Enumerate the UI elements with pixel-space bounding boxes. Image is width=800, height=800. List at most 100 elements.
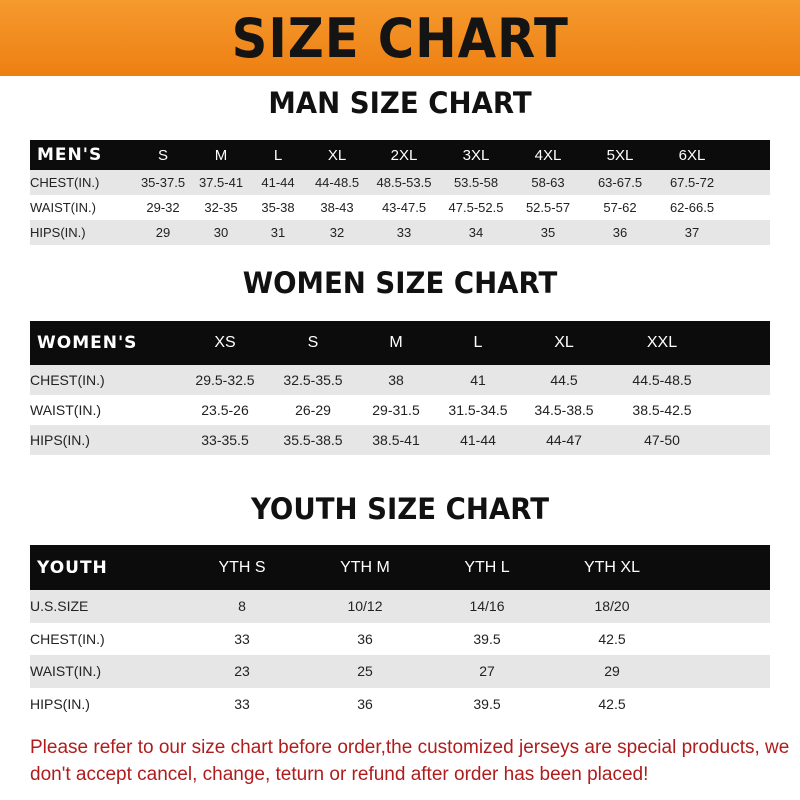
banner-title: SIZE CHART (231, 6, 569, 70)
men-section-title: MAN SIZE CHART (268, 86, 532, 120)
size-header: XL (327, 146, 347, 164)
measurement-cell: 44-48.5 (314, 175, 360, 190)
row-label-cell: HIPS(IN.) (30, 432, 180, 448)
row-label-cell: CHEST(IN.) (30, 175, 134, 190)
size-header: 6XL (678, 146, 706, 164)
row-label: U.S.SIZE (30, 598, 89, 615)
measurement-cell: 31 (270, 225, 286, 240)
measurement-cell: 25 (357, 663, 373, 680)
table-row: WAIST(IN.) 23 25 27 29 (30, 655, 770, 688)
measurement-cell: 63-67.5 (597, 175, 643, 190)
measurement-cell: 23 (234, 663, 250, 680)
measurement-cell: 42.5 (598, 630, 626, 647)
youth-section-title: YOUTH SIZE CHART (250, 492, 550, 526)
row-label: HIPS(IN.) (30, 432, 90, 448)
size-header: YTH S (218, 558, 266, 576)
size-header: L (273, 146, 283, 164)
row-label: CHEST(IN.) (30, 175, 100, 190)
row-label: CHEST(IN.) (30, 372, 105, 388)
header-label: YOUTH (37, 557, 108, 578)
table-row: U.S.SIZE 8 10/12 14/16 18/20 (30, 590, 770, 623)
measurement-cell: 47.5-52.5 (448, 200, 504, 215)
size-header: 4XL (534, 146, 562, 164)
measurement-cell: 44.5-48.5 (632, 372, 692, 388)
measurement-cell: 57-62 (603, 200, 637, 215)
measurement-cell: 44-47 (546, 432, 582, 448)
row-label: WAIST(IN.) (30, 200, 96, 215)
measurement-cell: 31.5-34.5 (448, 402, 508, 418)
size-header: S (157, 146, 168, 164)
order-notice: Please refer to our size chart before or… (30, 737, 790, 785)
measurement-cell: 62-66.5 (669, 200, 715, 215)
measurement-cell: 53.5-58 (453, 175, 499, 190)
row-label-cell: CHEST(IN.) (30, 372, 180, 388)
measurement-cell: 35-38 (261, 200, 295, 215)
size-header: XS (214, 334, 236, 351)
size-header: XL (554, 334, 574, 351)
measurement-cell: 37.5-41 (198, 175, 244, 190)
table-row: WAIST(IN.) 23.5-26 26-29 29-31.5 31.5-34.5 34… (30, 395, 770, 425)
measurement-cell: 33 (234, 695, 250, 712)
table-row: CHEST(IN.) 33 36 39.5 42.5 (30, 622, 770, 655)
size-header: XXL (646, 334, 678, 351)
measurement-cell: 38.5-42.5 (632, 402, 692, 418)
row-label-cell: WAIST(IN.) (30, 402, 180, 418)
measurement-cell: 41 (470, 372, 486, 388)
measurement-cell: 29.5-32.5 (195, 372, 255, 388)
size-chart-banner: SIZE CHART (0, 0, 800, 76)
measurement-cell: 35 (540, 225, 556, 240)
table-header-row: MEN'S S M L XL 2XL 3XL 4XL 5XL 6XL (30, 140, 770, 170)
row-label-cell: CHEST(IN.) (30, 631, 180, 647)
measurement-cell: 30 (213, 225, 229, 240)
measurement-cell: 33 (234, 630, 250, 647)
measurement-cell: 36 (357, 695, 373, 712)
measurement-cell: 32.5-35.5 (283, 372, 343, 388)
measurement-cell: 39.5 (473, 630, 501, 647)
measurement-cell: 34.5-38.5 (534, 402, 594, 418)
men-size-table: MEN'S S M L XL 2XL 3XL 4XL 5XL 6XL CHEST(IN.) 35-37… (30, 140, 770, 245)
measurement-cell: 47-50 (644, 432, 680, 448)
table-row: HIPS(IN.) 33 36 39.5 42.5 (30, 687, 770, 720)
measurement-cell: 67.5-72 (669, 175, 715, 190)
row-label: HIPS(IN.) (30, 695, 90, 712)
row-label-cell: HIPS(IN.) (30, 696, 180, 712)
measurement-cell: 39.5 (473, 695, 501, 712)
measurement-cell: 18/20 (594, 598, 630, 615)
measurement-cell: 14/16 (469, 598, 505, 615)
women-size-table: WOMEN'S XS S M L XL XXL CHEST(IN.) 29.5-32.5 32.5… (30, 321, 770, 455)
measurement-cell: 44.5 (550, 372, 578, 388)
measurement-cell: 32 (329, 225, 345, 240)
row-label-cell: HIPS(IN.) (30, 225, 134, 240)
measurement-cell: 29-32 (146, 200, 180, 215)
table-header-row: YOUTH YTH S YTH M YTH L YTH XL (30, 545, 770, 590)
measurement-cell: 38 (388, 372, 404, 388)
size-header: 5XL (606, 146, 634, 164)
row-label: CHEST(IN.) (30, 630, 105, 647)
measurement-cell: 52.5-57 (525, 200, 571, 215)
row-label: WAIST(IN.) (30, 402, 102, 418)
measurement-cell: 42.5 (598, 695, 626, 712)
row-label: WAIST(IN.) (30, 663, 102, 680)
size-header: M (389, 334, 403, 351)
measurement-cell: 35.5-38.5 (283, 432, 343, 448)
women-section-title: WOMEN SIZE CHART (242, 266, 558, 300)
measurement-cell: 48.5-53.5 (376, 175, 432, 190)
table-row: CHEST(IN.) 35-37.5 37.5-41 41-44 44-48.5 48.5… (30, 170, 770, 195)
size-header: 2XL (390, 146, 418, 164)
measurement-cell: 29-31.5 (372, 402, 420, 418)
size-header: YTH L (464, 558, 510, 576)
table-row: HIPS(IN.) 29 30 31 32 33 34 35 36 37 (30, 220, 770, 245)
measurement-cell: 38-43 (320, 200, 354, 215)
size-header: S (307, 334, 319, 351)
measurement-cell: 38.5-41 (372, 432, 420, 448)
row-label-cell: U.S.SIZE (30, 598, 180, 614)
measurement-cell: 37 (684, 225, 700, 240)
size-header: 3XL (462, 146, 490, 164)
measurement-cell: 36 (612, 225, 628, 240)
measurement-cell: 27 (479, 663, 495, 680)
measurement-cell: 23.5-26 (201, 402, 249, 418)
measurement-cell: 41-44 (261, 175, 295, 190)
table-row: HIPS(IN.) 33-35.5 35.5-38.5 38.5-41 41-44 44-… (30, 425, 770, 455)
row-label-cell: WAIST(IN.) (30, 663, 180, 679)
measurement-cell: 8 (238, 598, 246, 615)
